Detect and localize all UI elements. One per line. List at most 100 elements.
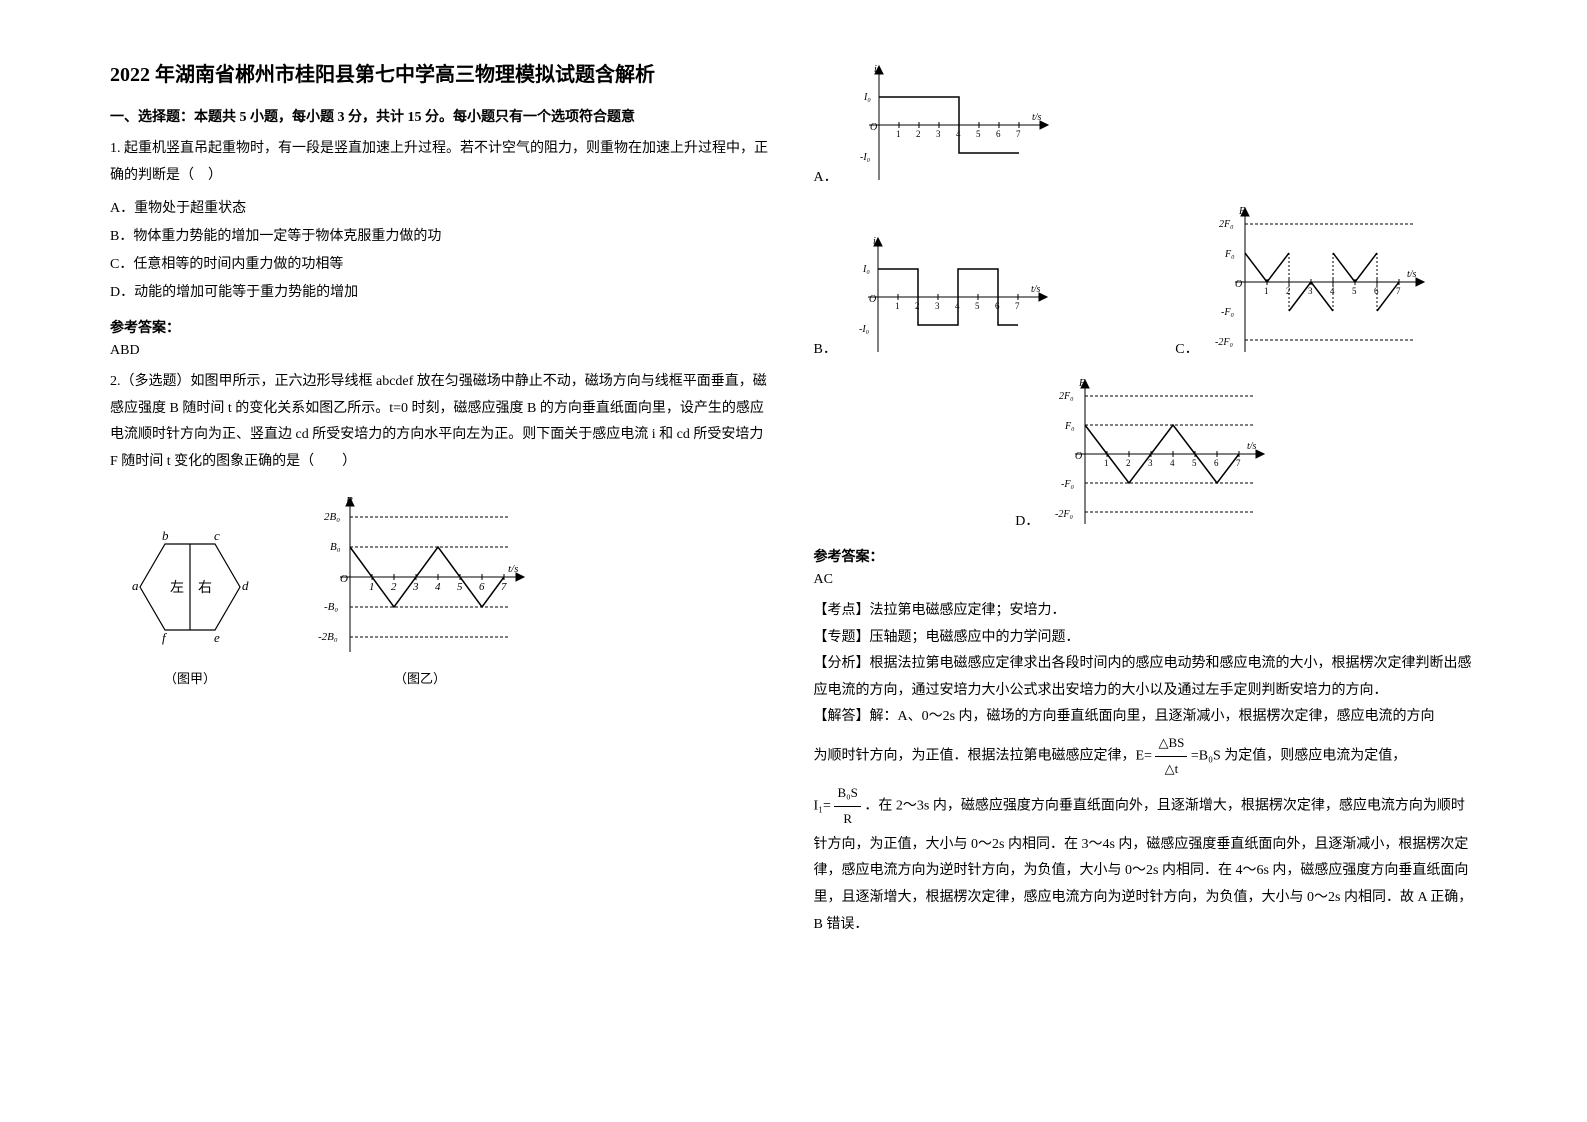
svg-text:t/s: t/s	[1032, 112, 1042, 123]
analysis-line-5: I₁= B₀S R ．在 2～3s 内，磁感应强度方向垂直纸面向外，且逐渐增大，…	[814, 781, 1478, 938]
svg-text:F: F	[1238, 206, 1246, 217]
analysis-line-4: 为顺时针方向，为正值．根据法拉第电磁感应定律，E= △BS △t =B₀S 为定…	[814, 731, 1478, 781]
svg-text:I₀: I₀	[862, 264, 870, 275]
q2-answer-label: 参考答案：	[814, 546, 1478, 566]
svg-text:e: e	[214, 630, 220, 645]
label-A: A．	[814, 166, 838, 190]
label-D: D．	[1015, 510, 1039, 534]
analysis-line-0: 【考点】法拉第电磁感应定律；安培力．	[814, 598, 1478, 625]
graph-B-opt: iI₀O-I₀t/s 1234567	[843, 232, 1053, 362]
analysis-line-3: 【解答】解：A、0～2s 内，磁场的方向垂直纸面向里，且逐渐减小，根据楞次定律，…	[814, 704, 1478, 731]
svg-text:2: 2	[391, 581, 397, 593]
frac2: B₀S R	[834, 781, 860, 831]
svg-text:O: O	[870, 122, 877, 133]
svg-text:B: B	[346, 495, 353, 507]
svg-text:2: 2	[1286, 286, 1291, 296]
svg-text:f: f	[162, 630, 168, 645]
right-column: A． i I₀ O -I₀ t/s	[794, 60, 1498, 1062]
svg-text:2F₀: 2F₀	[1219, 219, 1234, 230]
frac1-den: △t	[1155, 757, 1187, 782]
svg-text:2: 2	[916, 129, 921, 139]
svg-text:d: d	[242, 578, 249, 593]
fig1-caption: （图甲）	[110, 668, 270, 687]
svg-text:b: b	[162, 528, 169, 543]
hexagon-svg: a b c d e f 左 右	[110, 512, 270, 662]
svg-text:t/s: t/s	[508, 563, 518, 575]
svg-text:1: 1	[1264, 286, 1269, 296]
left-column: 2022 年湖南省郴州市桂阳县第七中学高三物理模拟试题含解析 一、选择题：本题共…	[90, 60, 794, 1062]
svg-text:3: 3	[412, 581, 419, 593]
svg-text:O: O	[869, 294, 876, 305]
q1-optB: B．物体重力势能的增加一定等于物体克服重力做的功	[110, 223, 774, 251]
svg-text:5: 5	[1192, 458, 1197, 468]
frac1-num: △BS	[1155, 731, 1187, 757]
q1-stem: 1. 起重机竖直吊起重物时，有一段是竖直加速上升过程。若不计空气的阻力，则重物在…	[110, 136, 774, 189]
q1-optC: C．任意相等的时间内重力做的功相等	[110, 251, 774, 279]
svg-text:1: 1	[1104, 458, 1109, 468]
left-label: 左	[170, 580, 184, 596]
svg-text:-F₀: -F₀	[1061, 479, 1074, 490]
fig2-caption: （图乙）	[310, 668, 530, 687]
bt-graph-figure: 12 34 56 7 t/s B 2B₀ B₀ O -B₀ -2B₀	[310, 492, 530, 687]
svg-text:3: 3	[936, 129, 941, 139]
svg-text:F: F	[1078, 378, 1086, 389]
svg-text:F₀: F₀	[1064, 421, 1075, 432]
svg-text:5: 5	[1352, 286, 1357, 296]
svg-text:2B₀: 2B₀	[324, 511, 340, 523]
svg-text:1: 1	[369, 581, 375, 593]
svg-text:I₀: I₀	[863, 92, 871, 103]
svg-text:7: 7	[1396, 286, 1401, 296]
svg-text:5: 5	[975, 301, 980, 311]
svg-text:O: O	[1235, 279, 1242, 290]
graph-D-cell: D． F 2F₀ F₀ O -F₀ -2F₀ t/s 1 2 3 4 5 6 7	[814, 374, 1478, 534]
graph-C-cell: C． F 2F₀ F₀ O -F₀ -2F₀ t/s	[1175, 202, 1477, 362]
svg-text:6: 6	[996, 129, 1001, 139]
label-C: C．	[1175, 338, 1198, 362]
analysis-line-4a: 为顺时针方向，为正值．根据法拉第电磁感应定律，E=	[814, 748, 1156, 763]
hexagon-figure: a b c d e f 左 右 （图甲）	[110, 512, 270, 687]
svg-text:i: i	[873, 236, 876, 247]
svg-text:-I₀: -I₀	[859, 324, 870, 335]
frac2-num: B₀S	[834, 781, 860, 807]
svg-text:2: 2	[1126, 458, 1131, 468]
svg-text:O: O	[340, 573, 348, 585]
graph-D: F 2F₀ F₀ O -F₀ -2F₀ t/s 1 2 3 4 5 6 7	[1045, 374, 1275, 534]
svg-text:1: 1	[896, 129, 901, 139]
svg-text:-2F₀: -2F₀	[1055, 509, 1073, 520]
q2-stem: 2.（多选题）如图甲所示，正六边形导线框 abcdef 放在匀强磁场中静止不动，…	[110, 369, 774, 475]
svg-text:4: 4	[435, 581, 441, 593]
graph-C: F 2F₀F₀O -F₀-2F₀ t/s 1234567	[1205, 202, 1435, 362]
svg-text:-F₀: -F₀	[1221, 307, 1234, 318]
svg-text:t/s: t/s	[1407, 269, 1417, 280]
q1-optA: A．重物处于超重状态	[110, 195, 774, 223]
svg-text:O: O	[1075, 451, 1082, 462]
frac1: △BS △t	[1155, 731, 1187, 781]
svg-text:7: 7	[501, 581, 507, 593]
svg-text:7: 7	[1236, 458, 1241, 468]
svg-text:t/s: t/s	[1247, 441, 1257, 452]
svg-text:-B₀: -B₀	[324, 601, 338, 613]
label-B: B．	[814, 338, 837, 362]
frac2-den: R	[834, 807, 860, 832]
graph-B-cell: B． iI₀O-I₀t/s 1234567	[814, 202, 1116, 362]
right-label: 右	[198, 580, 212, 596]
svg-text:c: c	[214, 528, 220, 543]
graph-A-cell: A． i I₀ O -I₀ t/s	[814, 60, 1116, 190]
svg-text:4: 4	[1170, 458, 1175, 468]
q1-optD: D．动能的增加可能等于重力势能的增加	[110, 279, 774, 307]
svg-text:1: 1	[895, 301, 900, 311]
svg-text:-2F₀: -2F₀	[1215, 337, 1233, 348]
svg-text:-2B₀: -2B₀	[318, 631, 338, 643]
svg-text:B₀: B₀	[330, 541, 341, 553]
q1-answer: ABD	[110, 343, 774, 359]
svg-text:i: i	[874, 64, 877, 75]
q1-answer-label: 参考答案：	[110, 317, 774, 337]
svg-text:2F₀: 2F₀	[1059, 391, 1074, 402]
svg-text:3: 3	[1148, 458, 1153, 468]
bt-graph-svg: 12 34 56 7 t/s B 2B₀ B₀ O -B₀ -2B₀	[310, 492, 530, 662]
analysis-line-2: 【分析】根据法拉第电磁感应定律求出各段时间内的感应电动势和感应电流的大小，根据楞…	[814, 651, 1478, 704]
svg-text:F₀: F₀	[1224, 249, 1235, 260]
svg-text:6: 6	[1214, 458, 1219, 468]
q2-answer: AC	[814, 572, 1478, 588]
svg-text:3: 3	[935, 301, 940, 311]
